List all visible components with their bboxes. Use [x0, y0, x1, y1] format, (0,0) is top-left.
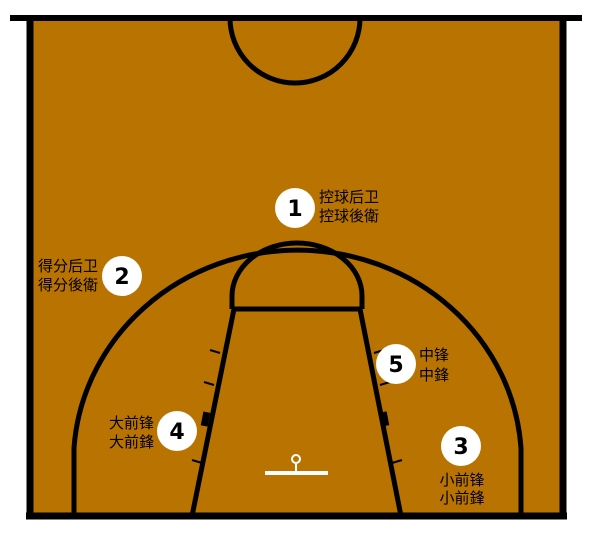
position-1-label-simplified: 控球后卫 — [319, 188, 379, 206]
position-1-label-traditional: 控球後衛 — [319, 207, 379, 225]
lane-line-left — [189, 308, 237, 517]
position-5-circle — [376, 344, 416, 384]
lane-block-left — [200, 411, 211, 427]
position-4-label-traditional: 大前鋒 — [109, 433, 154, 451]
free-throw-circle — [229, 240, 365, 309]
position-1-marker: 1 — [275, 188, 315, 228]
center-circle — [227, 17, 363, 86]
position-2-number: 2 — [114, 265, 129, 290]
position-2-label-traditional: 得分後衛 — [38, 276, 98, 294]
lane-block-right — [379, 411, 390, 427]
lane-hash-mark — [209, 349, 221, 354]
position-1-number: 1 — [287, 197, 302, 222]
position-4-label-simplified: 大前锋 — [109, 414, 154, 432]
three-point-line — [71, 247, 524, 516]
position-1-circle — [275, 188, 315, 228]
position-4-circle — [157, 411, 197, 451]
position-2-label-simplified: 得分后卫 — [38, 257, 98, 275]
rim — [291, 454, 301, 464]
position-3-label-simplified: 小前锋 — [439, 471, 484, 489]
backboard — [265, 471, 328, 475]
position-5-label-traditional: 中鋒 — [419, 366, 449, 384]
lane-hash-mark — [203, 381, 215, 386]
position-5-marker: 5 — [376, 344, 416, 384]
lane-hash-mark — [379, 381, 391, 386]
position-4-number: 4 — [169, 420, 184, 445]
lane-line-right — [357, 308, 404, 517]
position-3-circle — [441, 426, 481, 466]
position-4-marker: 4 — [157, 411, 197, 451]
position-3-label-traditional: 小前鋒 — [439, 489, 484, 507]
position-3-number: 3 — [453, 435, 468, 460]
lane-hash-mark — [191, 459, 203, 464]
lane-hash-mark — [391, 459, 403, 464]
position-2-circle — [102, 256, 142, 296]
position-3-marker: 3 — [441, 426, 481, 466]
position-5-number: 5 — [388, 353, 403, 378]
position-2-marker: 2 — [102, 256, 142, 296]
position-5-label-simplified: 中锋 — [419, 346, 449, 364]
